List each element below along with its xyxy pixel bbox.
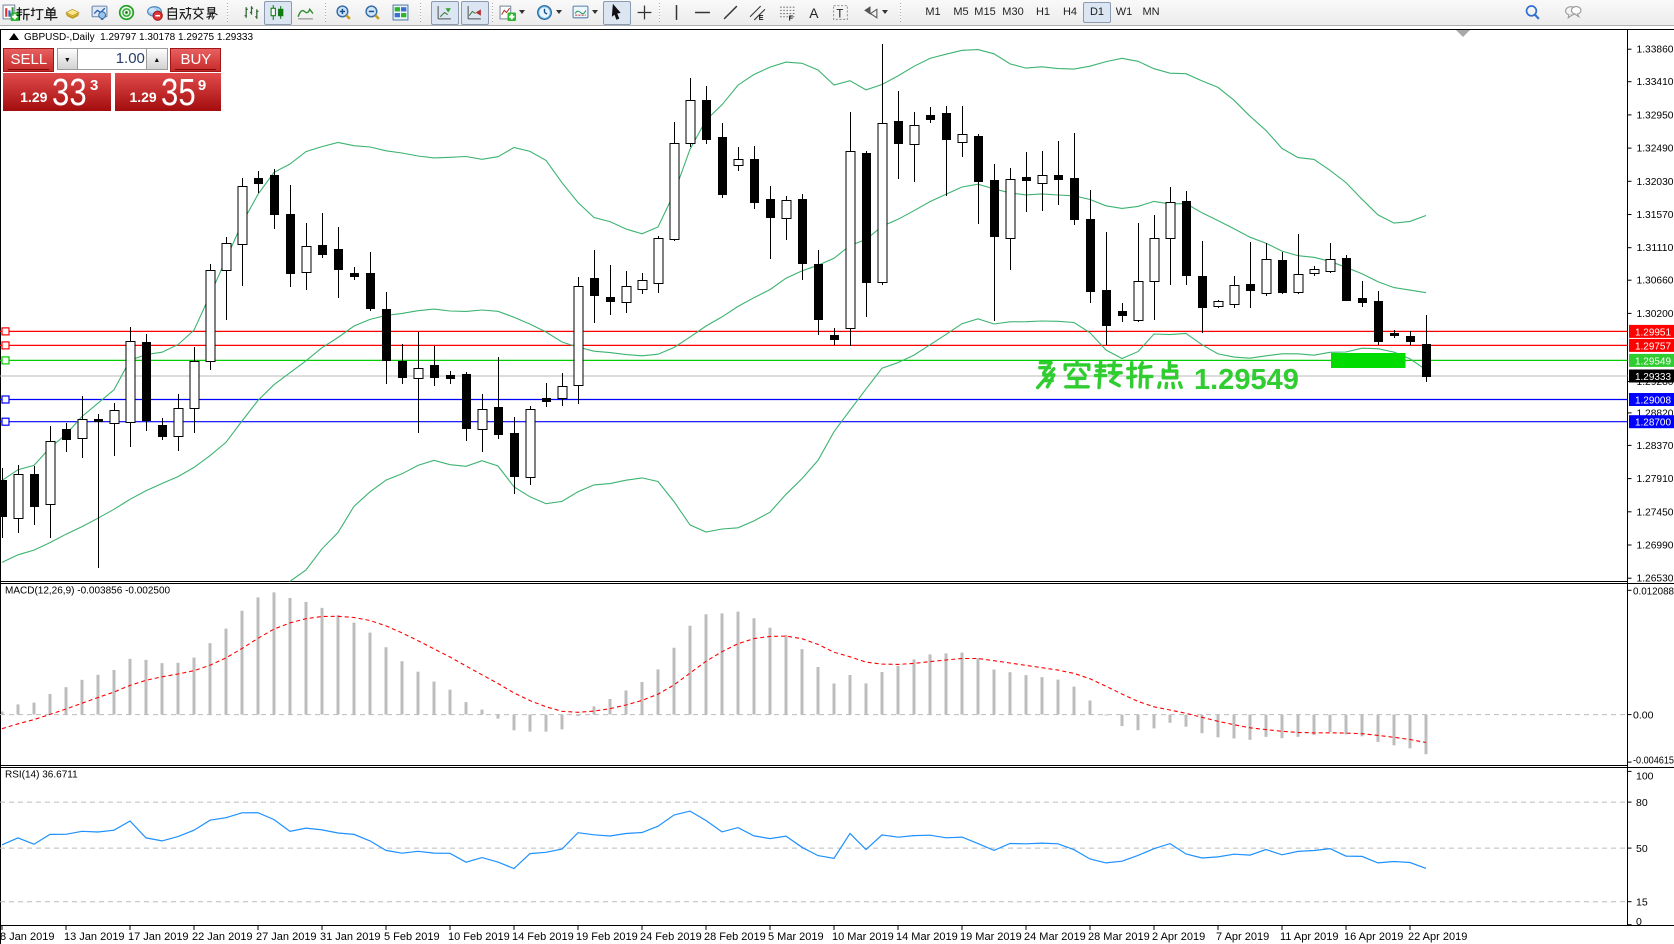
svg-text:E: E xyxy=(759,13,764,21)
svg-text:1.29757: 1.29757 xyxy=(1635,340,1671,352)
svg-text:1.32490: 1.32490 xyxy=(1637,143,1674,155)
svg-text:1.33860: 1.33860 xyxy=(1637,44,1674,56)
svg-text:1.30660: 1.30660 xyxy=(1637,275,1674,287)
svg-text:1.29549: 1.29549 xyxy=(1635,355,1671,367)
svg-text:1.26530: 1.26530 xyxy=(1637,573,1674,585)
svg-text:1.27910: 1.27910 xyxy=(1637,473,1674,485)
svg-text:1.33410: 1.33410 xyxy=(1637,76,1674,88)
svg-text:0.012088: 0.012088 xyxy=(1633,586,1674,598)
svg-text:5 Mar 2019: 5 Mar 2019 xyxy=(768,931,824,943)
svg-text:1.29333: 1.29333 xyxy=(1635,371,1671,383)
svg-text:50: 50 xyxy=(1636,843,1648,855)
svg-text:19 Mar 2019: 19 Mar 2019 xyxy=(960,931,1022,943)
svg-text:11 Apr 2019: 11 Apr 2019 xyxy=(1280,931,1339,943)
svg-text:22 Apr 2019: 22 Apr 2019 xyxy=(1408,931,1467,943)
svg-text:7 Apr 2019: 7 Apr 2019 xyxy=(1216,931,1269,943)
svg-text:10 Feb 2019: 10 Feb 2019 xyxy=(448,931,510,943)
svg-text:8 Jan 2019: 8 Jan 2019 xyxy=(0,931,54,943)
svg-text:13 Jan 2019: 13 Jan 2019 xyxy=(64,931,125,943)
svg-text:1.32030: 1.32030 xyxy=(1637,176,1674,188)
svg-text:10 Mar 2019: 10 Mar 2019 xyxy=(832,931,894,943)
svg-text:GBPUSD-,Daily 1.29797 1.30178: GBPUSD-,Daily 1.29797 1.30178 1.29275 1.… xyxy=(24,32,253,43)
svg-text:F: F xyxy=(789,13,794,21)
svg-text:5 Feb 2019: 5 Feb 2019 xyxy=(384,931,440,943)
svg-text:T: T xyxy=(836,7,843,20)
svg-text:17 Jan 2019: 17 Jan 2019 xyxy=(128,931,189,943)
svg-text:100: 100 xyxy=(1636,771,1654,783)
svg-text:1.30200: 1.30200 xyxy=(1637,308,1674,320)
svg-text:14 Mar 2019: 14 Mar 2019 xyxy=(896,931,958,943)
svg-text:2 Apr 2019: 2 Apr 2019 xyxy=(1152,931,1205,943)
svg-text:28 Feb 2019: 28 Feb 2019 xyxy=(704,931,766,943)
svg-text:1.26990: 1.26990 xyxy=(1637,540,1674,552)
svg-text:1.31570: 1.31570 xyxy=(1637,209,1674,221)
svg-text:1.27450: 1.27450 xyxy=(1637,506,1674,518)
svg-text:1.29549: 1.29549 xyxy=(1194,364,1299,396)
svg-text:22 Jan 2019: 22 Jan 2019 xyxy=(192,931,253,943)
svg-text:1.29008: 1.29008 xyxy=(1635,395,1671,407)
svg-text:15: 15 xyxy=(1636,897,1648,909)
svg-text:RSI(14) 36.6711: RSI(14) 36.6711 xyxy=(5,770,78,781)
svg-text:27 Jan 2019: 27 Jan 2019 xyxy=(256,931,317,943)
svg-text:28 Mar 2019: 28 Mar 2019 xyxy=(1088,931,1150,943)
svg-text:0.00: 0.00 xyxy=(1633,710,1654,722)
svg-text:1.28370: 1.28370 xyxy=(1637,440,1674,452)
svg-text:0: 0 xyxy=(1636,916,1642,928)
svg-text:24 Feb 2019: 24 Feb 2019 xyxy=(640,931,702,943)
svg-text:31 Jan 2019: 31 Jan 2019 xyxy=(320,931,381,943)
svg-text:-0.004615: -0.004615 xyxy=(1633,755,1674,767)
svg-text:24 Mar 2019: 24 Mar 2019 xyxy=(1024,931,1086,943)
svg-text:1.29951: 1.29951 xyxy=(1635,326,1671,338)
svg-text:16 Apr 2019: 16 Apr 2019 xyxy=(1344,931,1403,943)
svg-text:1.32950: 1.32950 xyxy=(1637,109,1674,121)
svg-text:80: 80 xyxy=(1636,797,1648,809)
svg-text:A: A xyxy=(809,5,819,21)
svg-text:19 Feb 2019: 19 Feb 2019 xyxy=(576,931,638,943)
svg-text:1.28700: 1.28700 xyxy=(1635,417,1671,429)
svg-text:1.31110: 1.31110 xyxy=(1637,242,1674,254)
svg-text:14 Feb 2019: 14 Feb 2019 xyxy=(512,931,574,943)
svg-text:MACD(12,26,9) -0.003856 -0.002: MACD(12,26,9) -0.003856 -0.002500 xyxy=(5,586,171,597)
